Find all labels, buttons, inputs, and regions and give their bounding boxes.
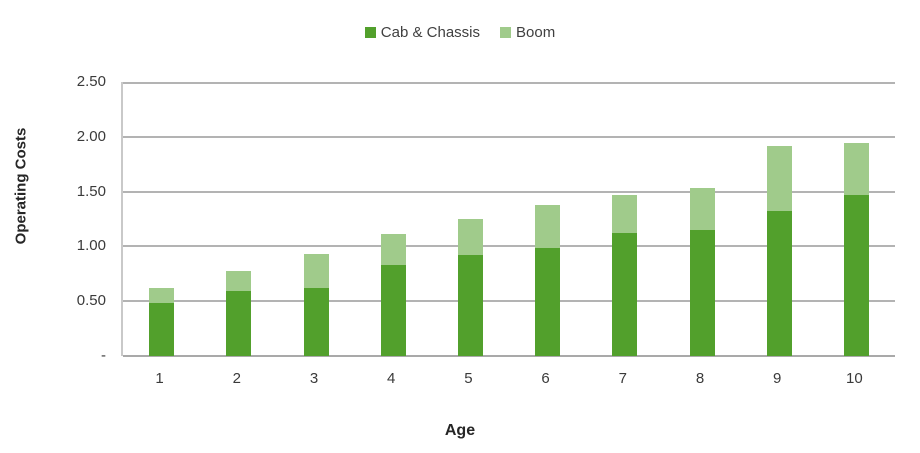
x-tick-label: 5 [464,370,473,387]
legend-item-boom: Boom [500,24,555,41]
bar-age-10 [843,82,869,356]
legend-label-boom: Boom [516,24,556,41]
bar-age-1 [149,82,175,356]
gridline [123,190,895,193]
legend-label-cab-chassis: Cab & Chassis [380,24,481,41]
x-tick-label: 1 [155,370,164,387]
bar-segment-cab-chassis-8 [689,229,715,356]
x-tick-label: 8 [695,370,705,387]
bar-segment-cab-chassis-1 [149,303,175,356]
x-tick-label: 3 [309,370,319,387]
plot-area [121,82,895,357]
bar-segment-boom-3 [303,254,329,289]
bar-segment-boom-7 [612,194,638,234]
bar-segment-cab-chassis-2 [226,291,252,356]
x-axis-line [123,355,895,357]
y-tick-label: - [101,347,106,364]
x-tick-label: 2 [232,370,241,387]
bar-age-3 [303,82,329,356]
bar-segment-cab-chassis-3 [303,288,329,356]
bar-age-2 [226,82,252,356]
bar-segment-boom-10 [843,143,869,195]
x-tick-label: 10 [846,370,863,387]
bar-age-9 [766,82,792,356]
bar-age-5 [457,82,483,356]
bar-segment-boom-4 [380,234,406,266]
gridline [123,135,895,138]
legend-swatch-cab-chassis [364,27,376,38]
bar-age-7 [612,82,638,356]
bar-segment-boom-1 [149,288,175,304]
bar-segment-cab-chassis-5 [457,255,483,356]
x-tick-label: 7 [618,370,627,387]
bar-segment-boom-9 [766,145,792,212]
x-axis-title: Age [444,422,476,439]
gridline [123,245,895,248]
bar-segment-cab-chassis-4 [380,265,406,356]
x-axis-ticks: 1 2 3 4 5 6 7 8 9 10 [121,370,893,390]
bar-age-6 [535,82,561,356]
bar-age-4 [380,82,406,356]
bar-segment-cab-chassis-9 [766,211,792,356]
y-tick-label: 1.00 [76,237,106,255]
bar-segment-boom-5 [457,219,483,256]
y-axis-ticks: 2.50 2.00 1.50 1.00 0.50 - [0,73,106,364]
y-tick-label: 1.50 [76,182,106,200]
gridline [123,300,895,303]
bar-segment-cab-chassis-6 [535,247,561,356]
y-tick-label: 2.50 [76,73,106,90]
bar-segment-boom-6 [535,204,561,248]
bar-age-8 [689,82,715,356]
legend-item-cab-chassis: Cab & Chassis [364,24,481,41]
chart-legend: Cab & Chassis Boom [0,24,920,41]
gridline [123,82,895,84]
y-tick-label: 0.50 [76,292,106,310]
bar-segment-cab-chassis-10 [843,194,869,356]
bar-segment-cab-chassis-7 [612,233,638,356]
legend-swatch-boom [500,27,512,38]
x-tick-label: 6 [541,370,550,387]
bar-segment-boom-8 [689,188,715,230]
x-tick-label: 9 [773,370,782,387]
y-tick-label: 2.00 [76,127,106,145]
x-tick-label: 4 [387,370,396,387]
bar-segment-boom-2 [226,270,252,292]
